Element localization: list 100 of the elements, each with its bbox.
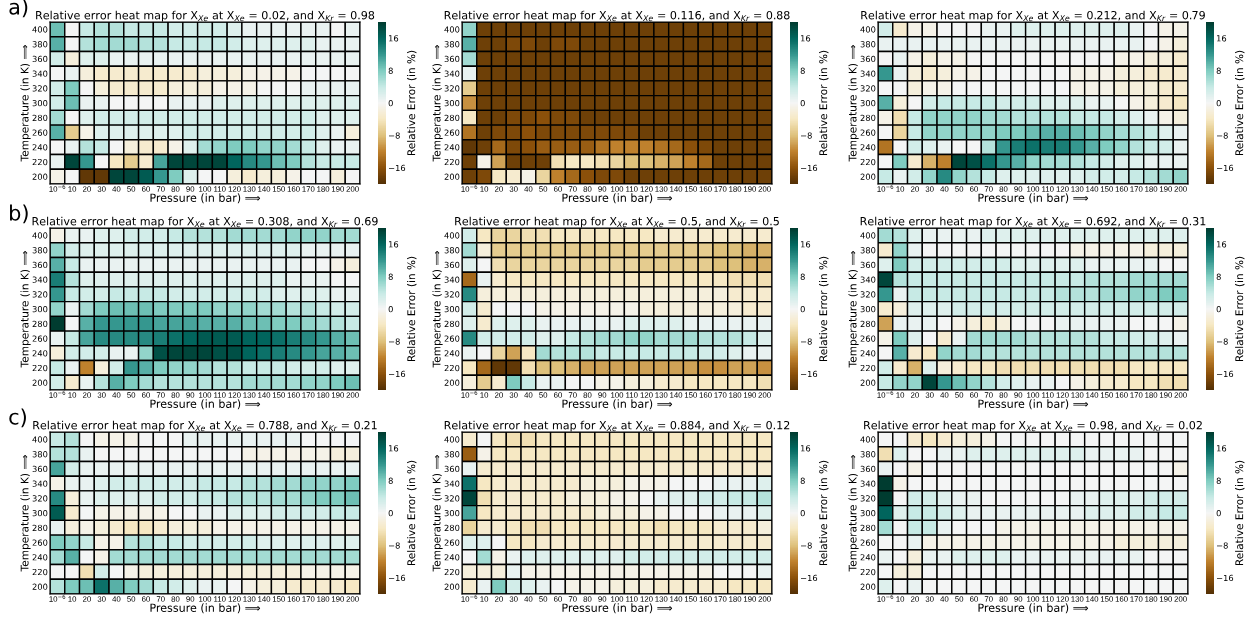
y-tick-label: 260 (860, 335, 876, 342)
y-tick-label: 260 (444, 129, 460, 136)
color-bar-label: −8 (1216, 542, 1228, 549)
y-tick-label: 240 (860, 144, 876, 151)
chart-title: Relative error heat map for X$_{Xe}$ at X$_{Xe}$ = 0.116, and X$_{Kr}$ = 0.88 (444, 10, 790, 22)
y-axis-title: Temperature (in K) ⟹ (848, 45, 859, 162)
y-tick-label: 320 (32, 495, 48, 502)
x-axis-title: Pressure (in bar) ⟹ (150, 193, 261, 204)
y-tick-label: 240 (32, 144, 48, 151)
x-axis-title: Pressure (in bar) ⟹ (150, 399, 261, 410)
color-bar-title: Relative Error (in %) (1235, 460, 1245, 566)
color-bar-label: −16 (1216, 370, 1234, 378)
y-tick-label: 340 (444, 276, 460, 283)
y-tick-label: 400 (860, 232, 876, 239)
color-bar-label: 8 (800, 477, 805, 484)
x-axis-title: Pressure (in bar) ⟹ (978, 399, 1089, 410)
chart-title: Relative error heat map for X$_{Xe}$ at X$_{Xe}$ = 0.5, and X$_{Kr}$ = 0.5 (455, 216, 779, 228)
y-tick-label: 320 (860, 495, 876, 502)
y-tick-label: 220 (444, 158, 460, 166)
color-bar-label: −8 (800, 542, 812, 549)
y-tick-label: 200 (444, 173, 460, 180)
color-bar-label: 8 (800, 273, 805, 280)
x-axis-title: Pressure (in bar) ⟹ (562, 603, 673, 614)
chart-title: Relative error heat map for X$_{Xe}$ at X$_{Xe}$ = 0.212, and X$_{Kr}$ = 0.79 (861, 10, 1205, 22)
color-bar-label: 0 (1216, 509, 1221, 517)
color-bar-label: 0 (800, 99, 805, 107)
y-tick-label: 300 (32, 305, 48, 313)
y-axis-title: Temperature (in K) ⟹ (432, 45, 443, 162)
y-tick-label: 220 (860, 568, 876, 576)
y-axis-title: Temperature (in K) ⟹ (20, 251, 31, 368)
chart-title: Relative error heat map for X$_{Xe}$ at X$_{Xe}$ = 0.308, and X$_{Kr}$ = 0.69 (32, 216, 378, 228)
y-tick-label: 400 (32, 26, 48, 33)
color-bar-label: 0 (1216, 99, 1221, 107)
color-bar-label: −8 (388, 132, 400, 139)
color-bar-label: 8 (1216, 477, 1221, 484)
y-tick-label: 400 (860, 436, 876, 443)
y-tick-label: 300 (860, 509, 876, 517)
chart-title: Relative error heat map for X$_{Xe}$ at X$_{Xe}$ = 0.884, and X$_{Kr}$ = 0.12 (444, 420, 790, 432)
y-axis-title: Temperature (in K) ⟹ (432, 251, 443, 368)
y-tick-label: 380 (860, 247, 876, 254)
y-tick-label: 280 (32, 320, 48, 328)
y-tick-label: 320 (32, 85, 48, 92)
y-tick-label: 280 (32, 114, 48, 122)
y-tick-label: 300 (444, 99, 460, 107)
y-tick-label: 320 (444, 291, 460, 298)
y-tick-label: 360 (444, 465, 460, 473)
chart-title: Relative error heat map for X$_{Xe}$ at X$_{Xe}$ = 0.692, and X$_{Kr}$ = 0.31 (860, 216, 1206, 228)
y-tick-label: 200 (860, 173, 876, 180)
y-tick-label: 360 (32, 465, 48, 473)
y-tick-label: 400 (444, 26, 460, 33)
text: c) (9, 408, 26, 428)
color-bar-label: −16 (388, 164, 406, 172)
y-tick-label: 300 (32, 99, 48, 107)
y-tick-label: 240 (860, 350, 876, 357)
y-tick-label: 280 (444, 320, 460, 328)
y-axis-title: Temperature (in K) ⟹ (848, 251, 859, 368)
y-tick-label: 280 (860, 524, 876, 532)
y-tick-label: 200 (444, 379, 460, 386)
y-tick-label: 260 (32, 539, 48, 546)
y-tick-label: 360 (32, 261, 48, 269)
color-bar-label: 8 (388, 273, 393, 280)
color-bar-label: 8 (800, 67, 805, 74)
color-bar-label: 16 (389, 241, 399, 248)
color-bar-title: Relative Error (in %) (819, 460, 829, 566)
y-tick-label: 340 (32, 276, 48, 283)
y-tick-label: 240 (444, 350, 460, 357)
y-tick-label: 340 (860, 276, 876, 283)
x-axis-title: Pressure (in bar) ⟹ (978, 603, 1089, 614)
color-bar-label: 16 (801, 241, 811, 248)
y-axis-title: Temperature (in K) ⟹ (432, 455, 443, 572)
y-tick-label: 400 (32, 232, 48, 239)
y-tick-label: 340 (444, 480, 460, 487)
color-bar-label: −16 (388, 574, 406, 582)
color-bar-label: −8 (800, 132, 812, 139)
color-bar-label: 0 (388, 509, 393, 517)
y-tick-label: 340 (32, 480, 48, 487)
y-axis-title: Temperature (in K) ⟹ (20, 45, 31, 162)
y-tick-label: 260 (860, 539, 876, 546)
color-bar-label: 8 (388, 67, 393, 74)
y-tick-label: 360 (860, 55, 876, 63)
color-bar-label: 16 (1217, 35, 1227, 42)
color-bar-label: 0 (800, 305, 805, 313)
color-bar-label: 8 (1216, 67, 1221, 74)
y-tick-label: 220 (32, 158, 48, 166)
y-tick-label: 340 (444, 70, 460, 77)
y-tick-label: 380 (32, 247, 48, 254)
y-tick-label: 400 (444, 232, 460, 239)
y-tick-label: 280 (444, 524, 460, 532)
color-bar-title: Relative Error (in %) (407, 460, 417, 566)
color-bar-label: −8 (800, 338, 812, 345)
color-bar-label: 16 (389, 35, 399, 42)
y-tick-label: 200 (860, 583, 876, 590)
y-tick-label: 220 (860, 158, 876, 166)
y-tick-label: 220 (32, 364, 48, 372)
y-tick-label: 260 (32, 129, 48, 136)
y-axis-title: Temperature (in K) ⟹ (20, 455, 31, 572)
y-tick-label: 340 (860, 70, 876, 77)
color-bar-label: 8 (1216, 273, 1221, 280)
color-bar-label: −8 (1216, 132, 1228, 139)
color-bar-label: 8 (388, 477, 393, 484)
